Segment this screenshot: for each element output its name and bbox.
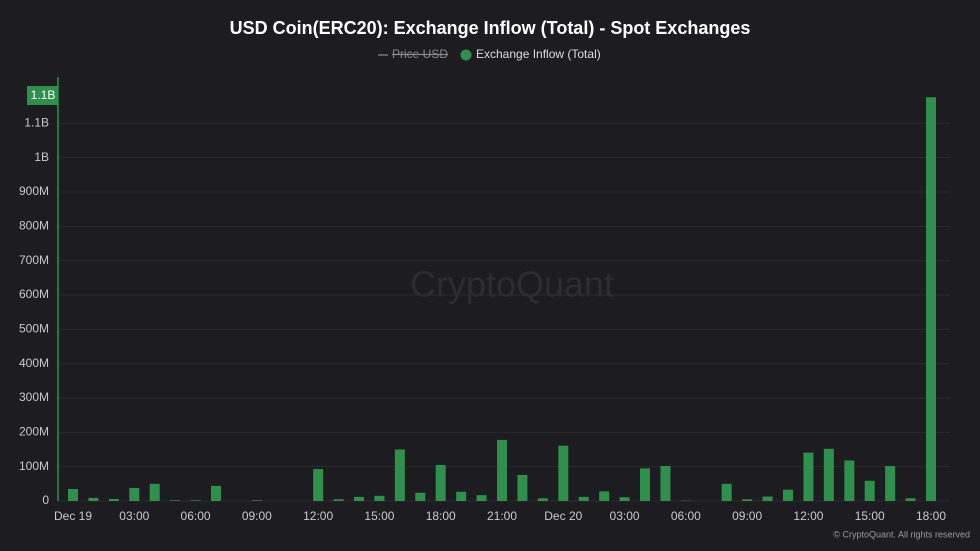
bar [599, 491, 610, 501]
x-tick-label: 06:00 [181, 509, 211, 523]
y-tick-label: 0 [42, 493, 49, 507]
cursor-label: 1.1B [31, 88, 56, 102]
bar [149, 483, 160, 501]
bar [762, 496, 773, 501]
x-tick-label: 15:00 [855, 509, 885, 523]
bar [374, 495, 385, 501]
bar [578, 496, 589, 501]
x-tick-label: 18:00 [916, 509, 946, 523]
x-tick-label: 18:00 [426, 509, 456, 523]
bar [68, 488, 78, 501]
x-tick-label: 21:00 [487, 509, 517, 523]
x-tick-label: 12:00 [303, 509, 333, 523]
x-tick-label: 06:00 [671, 509, 701, 523]
bar [926, 97, 936, 502]
bar [333, 499, 344, 501]
y-tick-label: 1.1B [24, 116, 49, 130]
legend-label[interactable]: Exchange Inflow (Total) [476, 47, 601, 61]
y-tick-label: 100M [19, 459, 49, 473]
bar [251, 500, 262, 501]
bar [721, 483, 732, 501]
y-tick-label: 900M [19, 184, 49, 198]
x-tick-label: 12:00 [793, 509, 823, 523]
bar [803, 452, 814, 501]
x-tick-label: 15:00 [364, 509, 394, 523]
bar [415, 492, 426, 501]
x-tick-label: 09:00 [242, 509, 272, 523]
x-tick-label: Dec 19 [54, 509, 92, 523]
y-tick-label: 500M [19, 322, 49, 336]
bar [660, 465, 671, 501]
bar [823, 448, 834, 501]
y-tick-label: 300M [19, 390, 49, 404]
bar [170, 500, 181, 501]
bar [517, 474, 528, 501]
x-tick-label: 03:00 [119, 509, 149, 523]
watermark: CryptoQuant [410, 264, 614, 305]
x-tick-label: 03:00 [610, 509, 640, 523]
bar [558, 445, 569, 501]
legend-hidden-label[interactable]: Price USD [392, 47, 448, 61]
bar [394, 449, 405, 501]
bar [844, 460, 855, 501]
bar [742, 499, 753, 501]
y-tick-label: 700M [19, 253, 49, 267]
bar [435, 464, 446, 501]
bar [476, 495, 487, 501]
bar [108, 498, 119, 501]
chart-title: USD Coin(ERC20): Exchange Inflow (Total)… [230, 18, 751, 38]
bar [864, 480, 875, 501]
x-tick-label: 09:00 [732, 509, 762, 523]
bar [619, 497, 630, 501]
y-tick-label: 600M [19, 287, 49, 301]
bar [537, 498, 548, 501]
y-tick-label: 200M [19, 425, 49, 439]
bar [88, 497, 99, 501]
bar [885, 465, 896, 501]
x-tick-label: Dec 20 [544, 509, 582, 523]
bar [313, 469, 324, 501]
cursor-label-box [27, 86, 58, 105]
bar [129, 487, 140, 501]
bar [497, 439, 507, 501]
bar [190, 500, 201, 501]
bar [783, 489, 793, 501]
bar [640, 468, 650, 501]
footer: © CryptoQuant. All rights reserved [833, 529, 970, 539]
bar [905, 498, 916, 501]
y-tick-label: 800M [19, 219, 49, 233]
bar [354, 496, 364, 501]
legend-marker[interactable] [460, 49, 472, 61]
y-tick-label: 1B [34, 150, 49, 164]
bar [211, 485, 221, 501]
bar [456, 491, 467, 501]
y-tick-label: 400M [19, 356, 49, 370]
